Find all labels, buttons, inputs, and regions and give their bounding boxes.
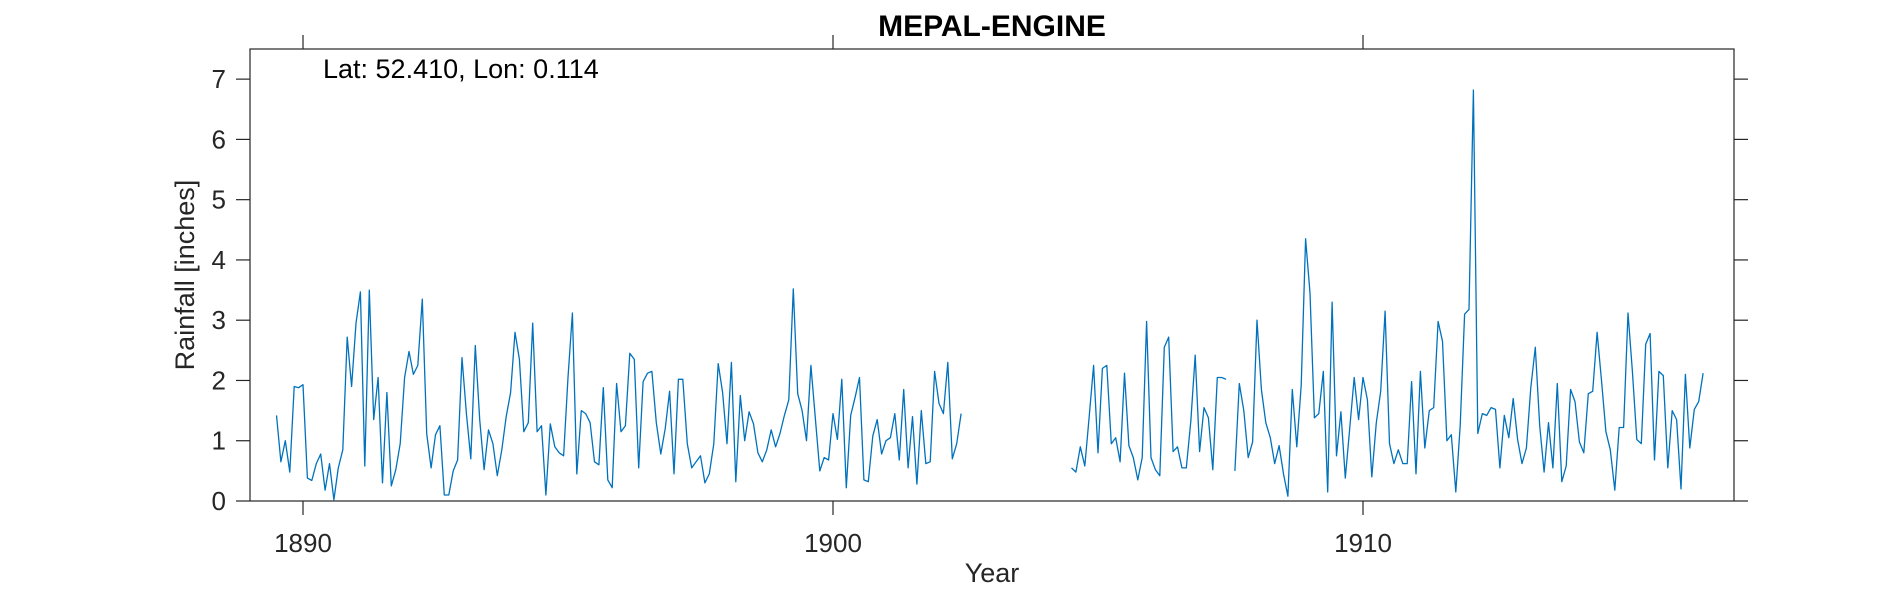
y-axis-label: Rainfall [inches] — [170, 180, 200, 371]
x-axis-label: Year — [965, 558, 1020, 588]
axis-ticks — [236, 35, 1748, 515]
tick-labels: 1890 1900 1910 0 1 2 3 4 5 6 7 — [212, 64, 1392, 558]
x-tick-label: 1910 — [1334, 528, 1392, 558]
y-tick-label: 2 — [212, 365, 226, 395]
series-group — [275, 89, 1704, 501]
y-tick-label: 6 — [212, 124, 226, 154]
y-tick-label: 4 — [212, 245, 226, 275]
rainfall-series-line — [275, 288, 962, 501]
plot-area — [249, 48, 1735, 502]
y-tick-label: 3 — [212, 305, 226, 335]
x-tick-label: 1900 — [804, 528, 862, 558]
chart-title: MEPAL-ENGINE — [878, 10, 1106, 43]
x-tick-label: 1890 — [274, 528, 332, 558]
y-tick-label: 5 — [212, 185, 226, 215]
y-tick-label: 0 — [212, 486, 226, 516]
rainfall-series-line — [1071, 89, 1704, 497]
y-tick-label: 7 — [212, 64, 226, 94]
y-tick-label: 1 — [212, 426, 226, 456]
station-coordinates-annotation: Lat: 52.410, Lon: 0.114 — [323, 54, 599, 84]
